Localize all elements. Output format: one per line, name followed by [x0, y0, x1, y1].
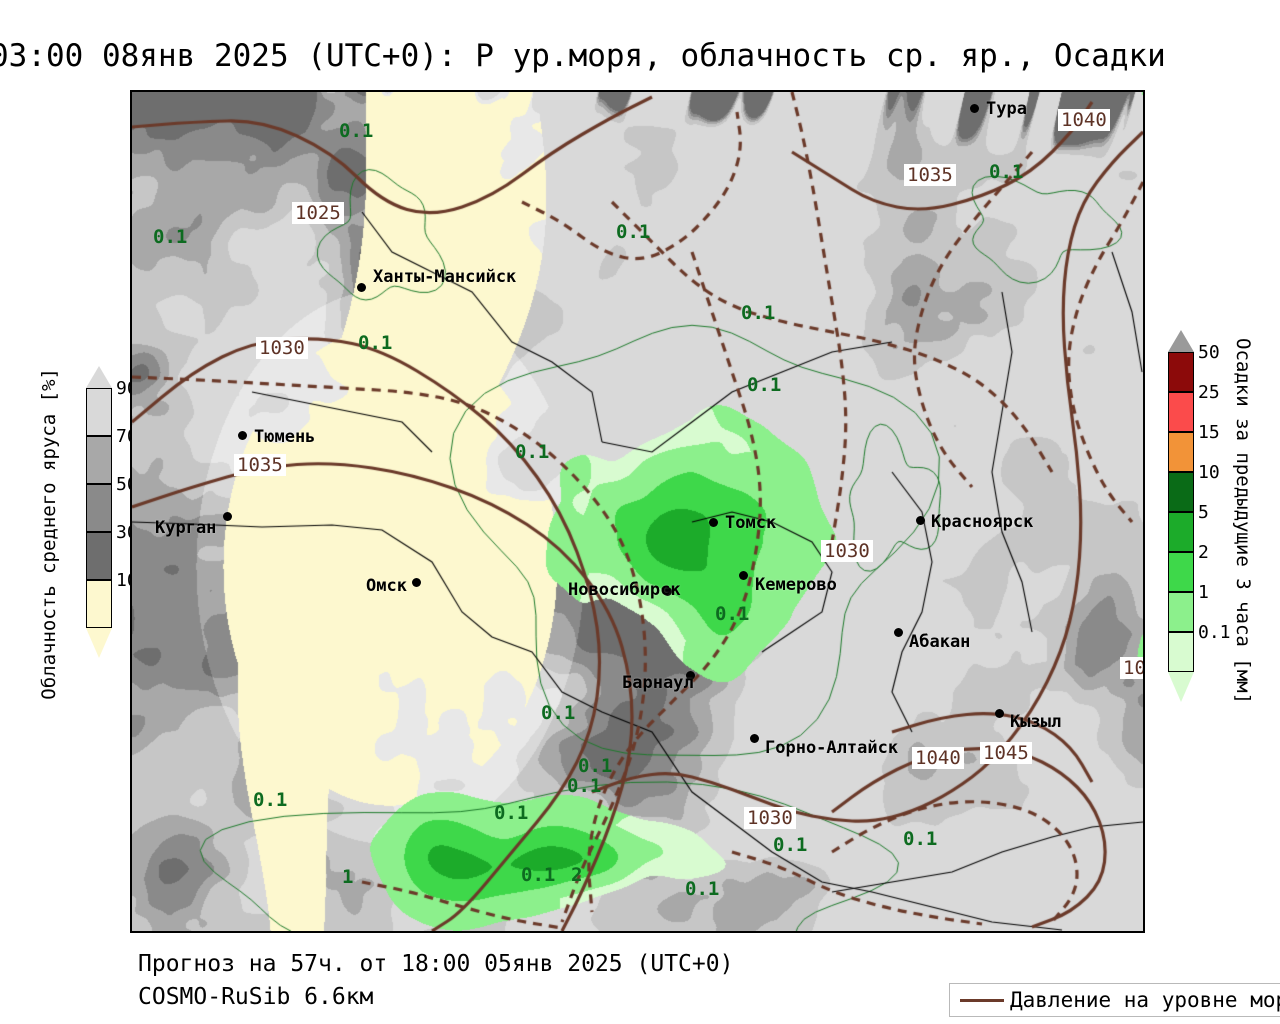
precipitation-contour-label: 0.1	[685, 878, 720, 900]
city-label: Кемерово	[755, 575, 837, 595]
precipitation-contour-label: 0.1	[903, 828, 938, 850]
city-marker	[663, 587, 672, 596]
map-raster	[132, 92, 1143, 931]
isobar-label: 1040	[912, 747, 964, 769]
city-marker	[223, 512, 232, 521]
precipitation-contour-label: 0.1	[989, 161, 1024, 183]
precipitation-contour-label: 0.1	[358, 332, 393, 354]
cloud-cover-colorbar: 90 70 50 30 10	[86, 366, 138, 658]
colorbar-segment	[86, 532, 112, 580]
precipitation-contour-label: 0.1	[494, 802, 529, 824]
colorbar-top-tip	[1168, 330, 1194, 352]
isobar-label: 104	[1120, 657, 1143, 679]
city-marker	[357, 283, 366, 292]
colorbar-segment	[86, 484, 112, 532]
isobar-label: 1030	[256, 337, 308, 359]
colorbar-top-tip	[86, 366, 112, 388]
city-marker	[739, 571, 748, 580]
pressure-line-swatch	[960, 998, 1004, 1002]
precipitation-colorbar: 50 25 15 10 5 2 1 0.1	[1168, 330, 1231, 702]
city-marker	[970, 104, 979, 113]
colorbar-segment	[1168, 512, 1194, 552]
colorbar-segment	[1168, 552, 1194, 592]
isobar-label: 1030	[744, 807, 796, 829]
precipitation-contour-label: 0.1	[616, 221, 651, 243]
colorbar-bottom-tip	[86, 628, 112, 658]
colorbar-segment	[1168, 432, 1194, 472]
colorbar-segment	[1168, 352, 1194, 392]
colorbar-segment	[1168, 592, 1194, 632]
precipitation-contour-label: 2	[571, 864, 583, 886]
precip-colorbar-axis-label: Осадки за предыдущие 3 часа [мм]	[1232, 338, 1254, 705]
city-marker	[709, 518, 718, 527]
city-marker	[412, 578, 421, 587]
precipitation-contour-label: 0.1	[515, 441, 550, 463]
colorbar-tick-label: 50	[1198, 342, 1220, 363]
colorbar-tick-label: 25	[1198, 382, 1220, 403]
page-title: 03:00 08янв 2025 (UTC+0): Р ур.моря, обл…	[0, 38, 1166, 74]
city-label: Тюмень	[254, 427, 316, 447]
colorbar-tick-label: 0.1	[1198, 622, 1231, 643]
colorbar-segment	[1168, 472, 1194, 512]
colorbar-segment	[1168, 392, 1194, 432]
colorbar-tick-label: 1	[1198, 582, 1209, 603]
city-label: Кызыл	[1010, 712, 1062, 732]
city-label: Горно-Алтайск	[765, 738, 899, 758]
colorbar-bottom-tip	[1168, 672, 1194, 702]
precipitation-contour-label: 0.1	[741, 302, 776, 324]
city-marker	[894, 628, 903, 637]
city-label: Курган	[155, 518, 217, 538]
colorbar-segment	[86, 580, 112, 628]
isobar-label: 1040	[1058, 109, 1110, 131]
precipitation-contour-label: 0.1	[578, 755, 613, 777]
city-label: Ханты-Мансийск	[373, 267, 517, 287]
pressure-legend-label: Давление на уровне моря	[1010, 988, 1280, 1012]
colorbar-tick-label: 10	[1198, 462, 1220, 483]
city-marker	[238, 431, 247, 440]
precipitation-contour-label: 0.1	[521, 864, 556, 886]
city-marker	[995, 709, 1004, 718]
city-label: Томск	[725, 513, 777, 533]
isobar-label: 1030	[821, 540, 873, 562]
city-label: Красноярск	[931, 512, 1034, 532]
city-label: Абакан	[909, 632, 971, 652]
precipitation-contour-label: 0.1	[339, 120, 374, 142]
colorbar-segment	[1168, 632, 1194, 672]
colorbar-tick-label: 2	[1198, 542, 1209, 563]
precipitation-contour-label: 0.1	[773, 834, 808, 856]
cloud-colorbar-axis-label: Облачность среднего яруса [%]	[38, 368, 60, 700]
precipitation-contour-label: 0.1	[541, 702, 576, 724]
isobar-label: 1035	[904, 164, 956, 186]
pressure-legend: Давление на уровне моря	[949, 983, 1280, 1017]
city-label: Барнаул	[622, 673, 694, 693]
isobar-label: 1035	[234, 454, 286, 476]
city-label: Тура	[986, 99, 1027, 119]
model-info-line: COSMO-RuSib 6.6км	[138, 984, 374, 1010]
precipitation-contour-label: 0.1	[747, 374, 782, 396]
precipitation-contour-label: 0.1	[715, 603, 750, 625]
colorbar-segment	[86, 388, 112, 436]
colorbar-tick-label: 15	[1198, 422, 1220, 443]
city-label: Омск	[366, 576, 407, 596]
city-marker	[686, 671, 695, 680]
colorbar-tick-label: 5	[1198, 502, 1209, 523]
city-label: Новосибирск	[568, 580, 681, 600]
precipitation-contour-label: 0.1	[153, 226, 188, 248]
precipitation-contour-label: 0.1	[253, 789, 288, 811]
map-frame[interactable]: Тура Ханты-Мансийск Тюмень Курган Омск Томск К…	[130, 90, 1145, 933]
precipitation-contour-label: 1	[342, 866, 354, 888]
isobar-label: 1045	[980, 742, 1032, 764]
city-marker	[750, 734, 759, 743]
forecast-info-line: Прогноз на 57ч. от 18:00 05янв 2025 (UTC…	[138, 951, 734, 977]
colorbar-segment	[86, 436, 112, 484]
precipitation-contour-label: 0.1	[567, 775, 602, 797]
isobar-label: 1025	[292, 202, 344, 224]
city-marker	[916, 516, 925, 525]
